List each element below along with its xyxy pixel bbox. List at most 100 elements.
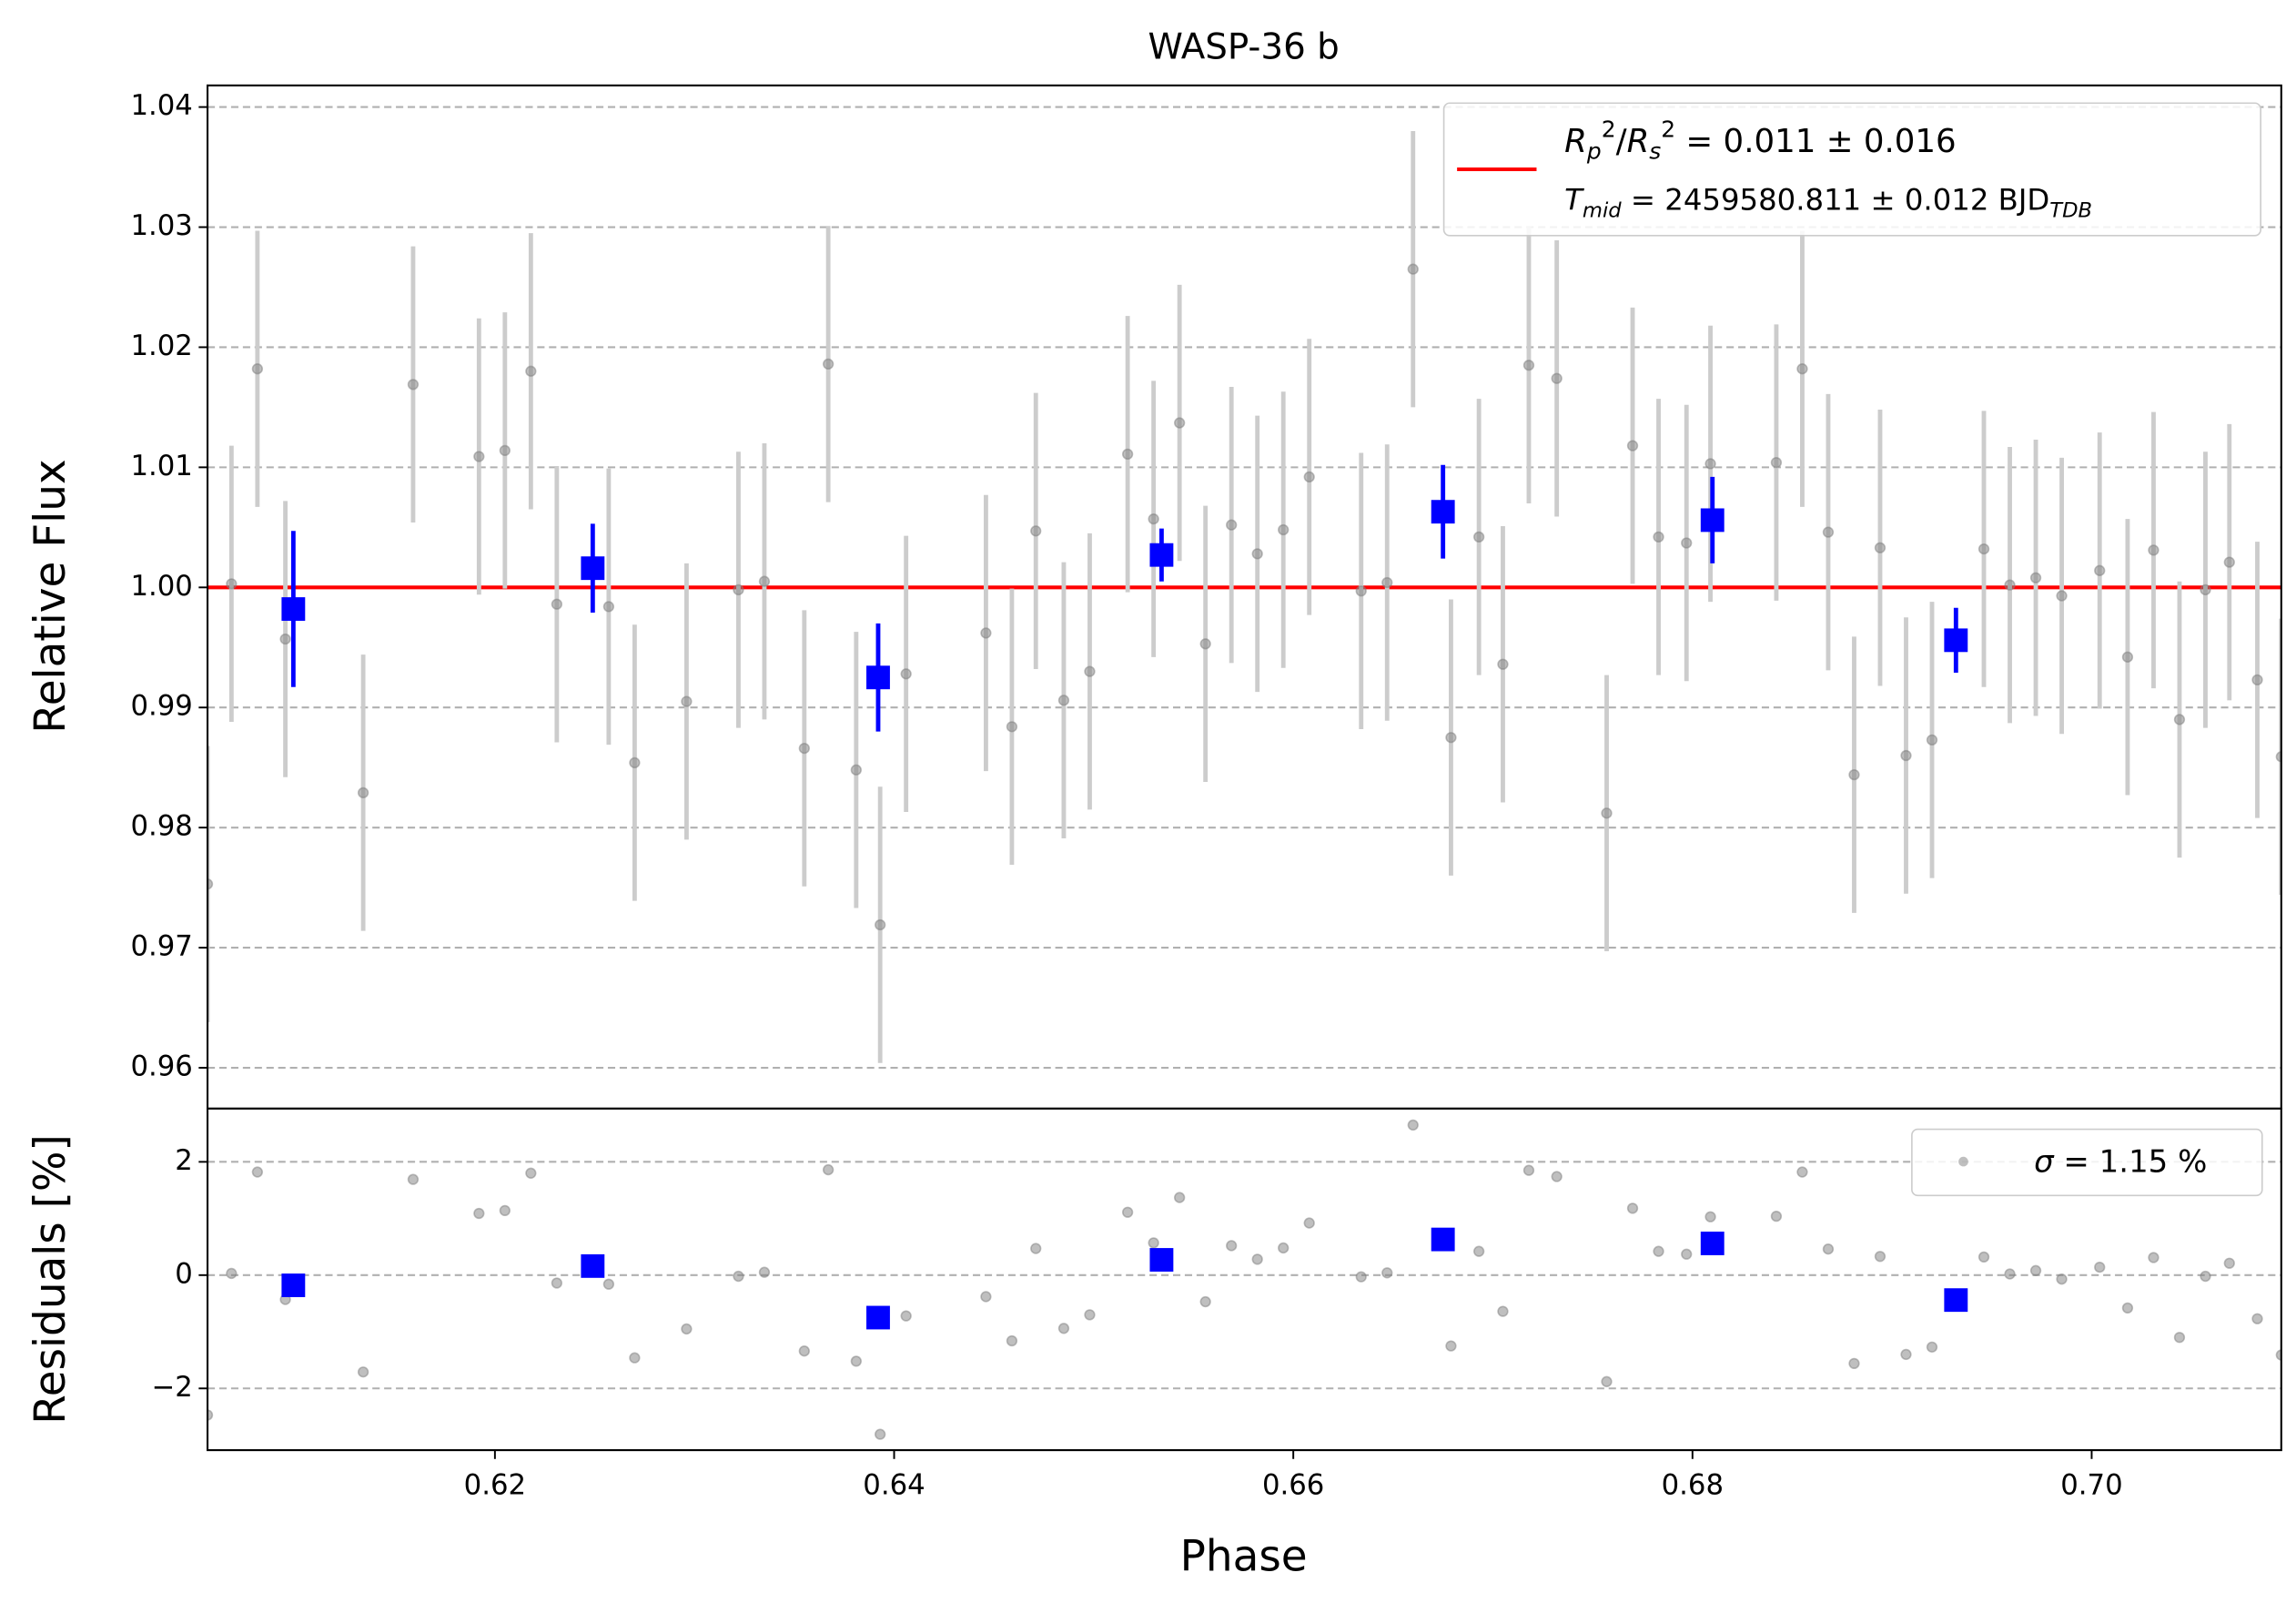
data-point: [2173, 1332, 2186, 1344]
legend-text-run: 2: [1602, 116, 1616, 142]
axes-frame: [206, 1107, 2282, 1452]
data-point: [1551, 372, 1563, 384]
data-point: [1251, 548, 1263, 560]
data-point: [1445, 1340, 1457, 1352]
legend-text-run: mid: [1583, 198, 1622, 222]
data-point: [499, 444, 511, 457]
data-point: [629, 756, 641, 769]
data-point: [1653, 1245, 1664, 1257]
legend-text-run: R: [1627, 123, 1650, 160]
binned-point: [1700, 1232, 1725, 1255]
data-point: [681, 1323, 693, 1335]
binned-point: [1700, 508, 1725, 533]
data-point: [226, 578, 238, 590]
data-point: [1796, 363, 1808, 375]
data-point: [1926, 734, 1938, 746]
y-tick-label: 1.01: [130, 450, 192, 482]
data-point: [1355, 1271, 1367, 1283]
data-point: [850, 1355, 862, 1367]
data-point: [798, 742, 810, 755]
binned-point: [581, 556, 605, 581]
data-point: [1822, 1243, 1835, 1255]
data-point: [407, 379, 420, 391]
data-point: [357, 1366, 369, 1378]
binned-point: [1431, 1227, 1455, 1252]
y-axis-label: Residuals [%]: [25, 1134, 76, 1425]
data-point: [551, 598, 563, 610]
data-point: [1121, 448, 1134, 461]
data-point: [1681, 537, 1693, 549]
data-point: [1148, 1237, 1159, 1249]
data-point: [207, 878, 214, 890]
y-tick-label: 1.04: [130, 89, 192, 122]
data-point: [1057, 1323, 1070, 1334]
data-point: [1006, 1334, 1018, 1347]
legend-label: Rp2/Rs2 = 0.011 ± 0.016: [1564, 116, 1957, 164]
data-point: [1381, 576, 1393, 589]
data-point: [2004, 579, 2016, 591]
y-tick-label: −2: [152, 1371, 193, 1404]
data-point: [2200, 583, 2211, 596]
data-point: [980, 1291, 992, 1303]
data-point: [1006, 721, 1018, 733]
data-point: [1057, 695, 1070, 706]
data-point: [2094, 564, 2106, 576]
data-point: [1278, 1242, 1290, 1254]
legend-box: [1442, 102, 2261, 237]
data-point: [900, 1310, 912, 1322]
y-tick-label: 2: [175, 1144, 193, 1177]
data-point: [251, 363, 264, 375]
plot-area: [207, 85, 2281, 1109]
data-point: [733, 583, 744, 596]
legend-box: [1911, 1128, 2263, 1197]
y-tick-label: 0.97: [130, 930, 192, 963]
data-point: [525, 1167, 537, 1179]
data-point: [900, 668, 912, 680]
x-tick-label: 0.62: [464, 1469, 526, 1502]
data-point: [2029, 572, 2042, 583]
data-point: [207, 1409, 214, 1421]
data-point: [1030, 1243, 1042, 1254]
binned-point: [281, 597, 306, 621]
plot-content: [207, 130, 2281, 1063]
data-point: [1199, 1295, 1211, 1308]
data-point: [629, 1352, 641, 1364]
data-point: [1381, 1267, 1393, 1279]
data-point: [1770, 456, 1783, 469]
data-point: [1174, 417, 1186, 429]
data-point: [758, 575, 771, 587]
data-point: [1303, 471, 1315, 483]
legend-text-run: p: [1586, 138, 1602, 165]
legend-text-run: σ: [2034, 1143, 2055, 1180]
data-point: [251, 1166, 264, 1178]
legend-text-run: = 0.011 ± 0.016: [1675, 123, 1957, 160]
legend-text-run: T: [1564, 183, 1584, 218]
data-point: [2251, 1313, 2263, 1324]
data-point: [1977, 543, 1990, 555]
data-point: [1626, 440, 1639, 451]
data-point: [357, 786, 369, 799]
chart-title: WASP-36 b: [1148, 27, 1339, 68]
y-tick-label: 0.98: [130, 810, 192, 843]
y-tick-label: 0.96: [130, 1050, 192, 1083]
data-point: [1472, 1245, 1485, 1257]
y-tick-label: 1.03: [130, 209, 192, 242]
data-point: [822, 1163, 834, 1176]
data-point: [2148, 1252, 2159, 1263]
data-point: [1407, 1119, 1419, 1131]
legend-label: σ = 1.15 %: [2034, 1143, 2207, 1180]
data-point: [499, 1204, 511, 1217]
legend-text-run: /: [1616, 123, 1627, 160]
data-point: [2173, 714, 2186, 725]
data-point: [1601, 1375, 1613, 1387]
y-axis-label: Relative Flux: [25, 459, 76, 733]
data-point: [1251, 1253, 1263, 1265]
data-point: [2121, 1302, 2134, 1314]
data-point: [473, 1207, 485, 1220]
data-point: [875, 1428, 886, 1440]
data-point: [798, 1345, 810, 1357]
data-point: [1900, 749, 1912, 762]
data-point: [1084, 665, 1096, 677]
data-point: [822, 358, 834, 370]
data-point: [473, 451, 485, 462]
